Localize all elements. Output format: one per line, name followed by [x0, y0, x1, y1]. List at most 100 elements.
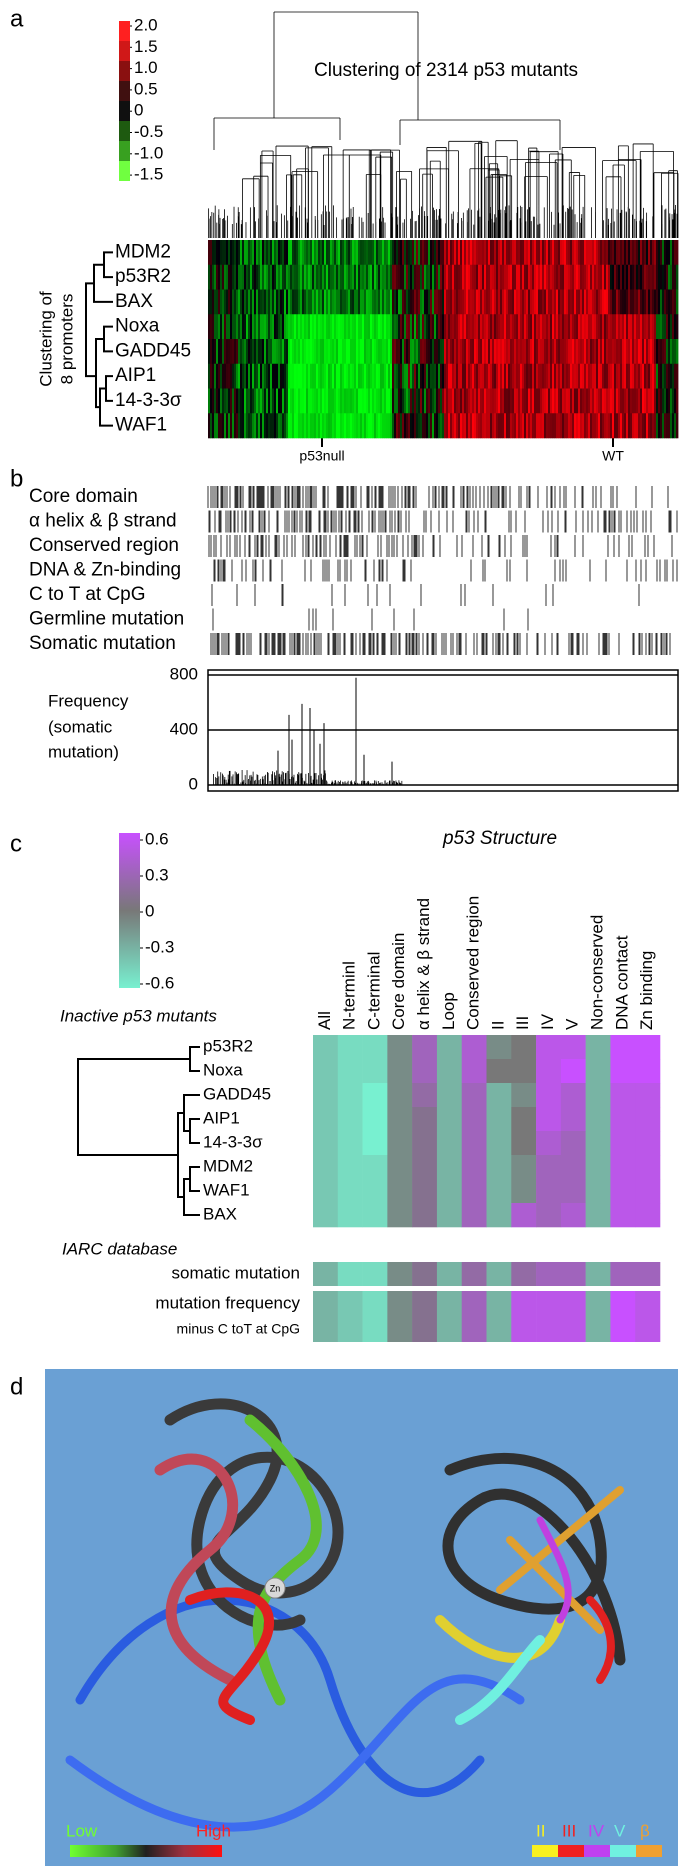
heatmap-cell [454, 289, 457, 315]
heatmap-cell [368, 264, 371, 290]
heatmap-cell [328, 339, 331, 365]
barcode [208, 535, 673, 557]
heatmap-cell [372, 388, 375, 414]
heatmap-cell [276, 289, 279, 315]
heatmap-cell [210, 264, 213, 290]
heatmap-cell [302, 363, 305, 389]
heatmap-cell [396, 240, 399, 266]
heatmap-cell [236, 240, 239, 266]
heatmap-cell [532, 339, 535, 365]
heatmap-cell [666, 264, 669, 290]
heatmap-cell [536, 1179, 562, 1204]
heatmap-cell [664, 413, 667, 439]
heatmap-cell [238, 388, 241, 414]
heatmap-cell [398, 339, 401, 365]
heatmap-cell [258, 314, 261, 340]
heatmap-cell [514, 363, 517, 389]
heatmap-cell [380, 314, 383, 340]
heatmap-cell [440, 388, 443, 414]
heatmap-cell [316, 339, 319, 365]
heatmap-cell [560, 1262, 586, 1286]
protein-tube [244, 1414, 322, 1706]
heatmap-cell [470, 264, 473, 290]
heatmap-cell [440, 413, 443, 439]
legend-label: V [614, 1821, 626, 1840]
heatmap-cell [538, 289, 541, 315]
heatmap-cell [480, 339, 483, 365]
heatmap-cell [226, 289, 229, 315]
heatmap-cell [638, 413, 641, 439]
heatmap-cell [416, 363, 419, 389]
heatmap-cell [626, 264, 629, 290]
heatmap-cell [342, 413, 345, 439]
heatmap-cell [668, 314, 671, 340]
heatmap-cell [426, 264, 429, 290]
heatmap-cell [412, 1262, 438, 1286]
heatmap-cell [216, 240, 219, 266]
heatmap-cell [466, 240, 469, 266]
heatmap-cell [604, 314, 607, 340]
heatmap-cell [248, 363, 251, 389]
heatmap-cell [360, 314, 363, 340]
heatmap-cell [470, 413, 473, 439]
heatmap-cell [454, 240, 457, 266]
heatmap-cell [268, 388, 271, 414]
heatmap-cell [358, 388, 361, 414]
heatmap-cell [620, 388, 623, 414]
heatmap-cell [338, 264, 341, 290]
heatmap-cell [476, 240, 479, 266]
heatmap-cell [444, 388, 447, 414]
heatmap-cell [410, 363, 413, 389]
heatmap-cell [282, 264, 285, 290]
heatmap-cell [278, 413, 281, 439]
heatmap-cell [354, 388, 357, 414]
heatmap-cell [334, 314, 337, 340]
heatmap-cell [416, 388, 419, 414]
heatmap-cell [634, 264, 637, 290]
heatmap-cell [604, 240, 607, 266]
heatmap-cell [464, 388, 467, 414]
heatmap-cell [428, 413, 431, 439]
protein-tube [154, 1453, 239, 1686]
heatmap-cell [486, 1083, 512, 1108]
heatmap-cell [412, 289, 415, 315]
heatmap-cell [314, 314, 317, 340]
heatmap-cell [436, 1291, 463, 1342]
heatmap-cell [376, 413, 379, 439]
heatmap-cell [650, 314, 653, 340]
heatmap-cell [582, 339, 585, 365]
heatmap-cell [468, 339, 471, 365]
heatmap-cell [316, 314, 319, 340]
heatmap-cell [412, 1131, 438, 1156]
heatmap-cell [232, 339, 235, 365]
heatmap-cell [236, 339, 239, 365]
heatmap-cell [264, 413, 267, 439]
barcode [212, 608, 529, 631]
heatmap-cell [442, 339, 445, 365]
heatmap-cell [290, 388, 293, 414]
heatmap-cell [550, 289, 553, 315]
heatmap-cell [672, 363, 675, 389]
heatmap-cell [308, 264, 311, 290]
heatmap-cell [622, 314, 625, 340]
heatmap-cell [344, 264, 347, 290]
heatmap-cell [518, 314, 521, 340]
heatmap-cell [240, 339, 243, 365]
heatmap-cell [262, 363, 265, 389]
heatmap-cell [408, 339, 411, 365]
heatmap-cell [522, 339, 525, 365]
heatmap-cell [594, 339, 597, 365]
heatmap-cell [374, 363, 377, 389]
heatmap-cell [610, 413, 613, 439]
heatmap-cell [250, 240, 253, 266]
heatmap-cell [294, 388, 297, 414]
heatmap-cell [616, 388, 619, 414]
heatmap-cell [598, 314, 601, 340]
heatmap-cell [544, 339, 547, 365]
heatmap-cell [378, 388, 381, 414]
heatmap-cell [612, 339, 615, 365]
heatmap-cell [646, 339, 649, 365]
heatmap-cell [592, 240, 595, 266]
heatmap-cell [461, 1059, 487, 1084]
heatmap-cell [368, 388, 371, 414]
